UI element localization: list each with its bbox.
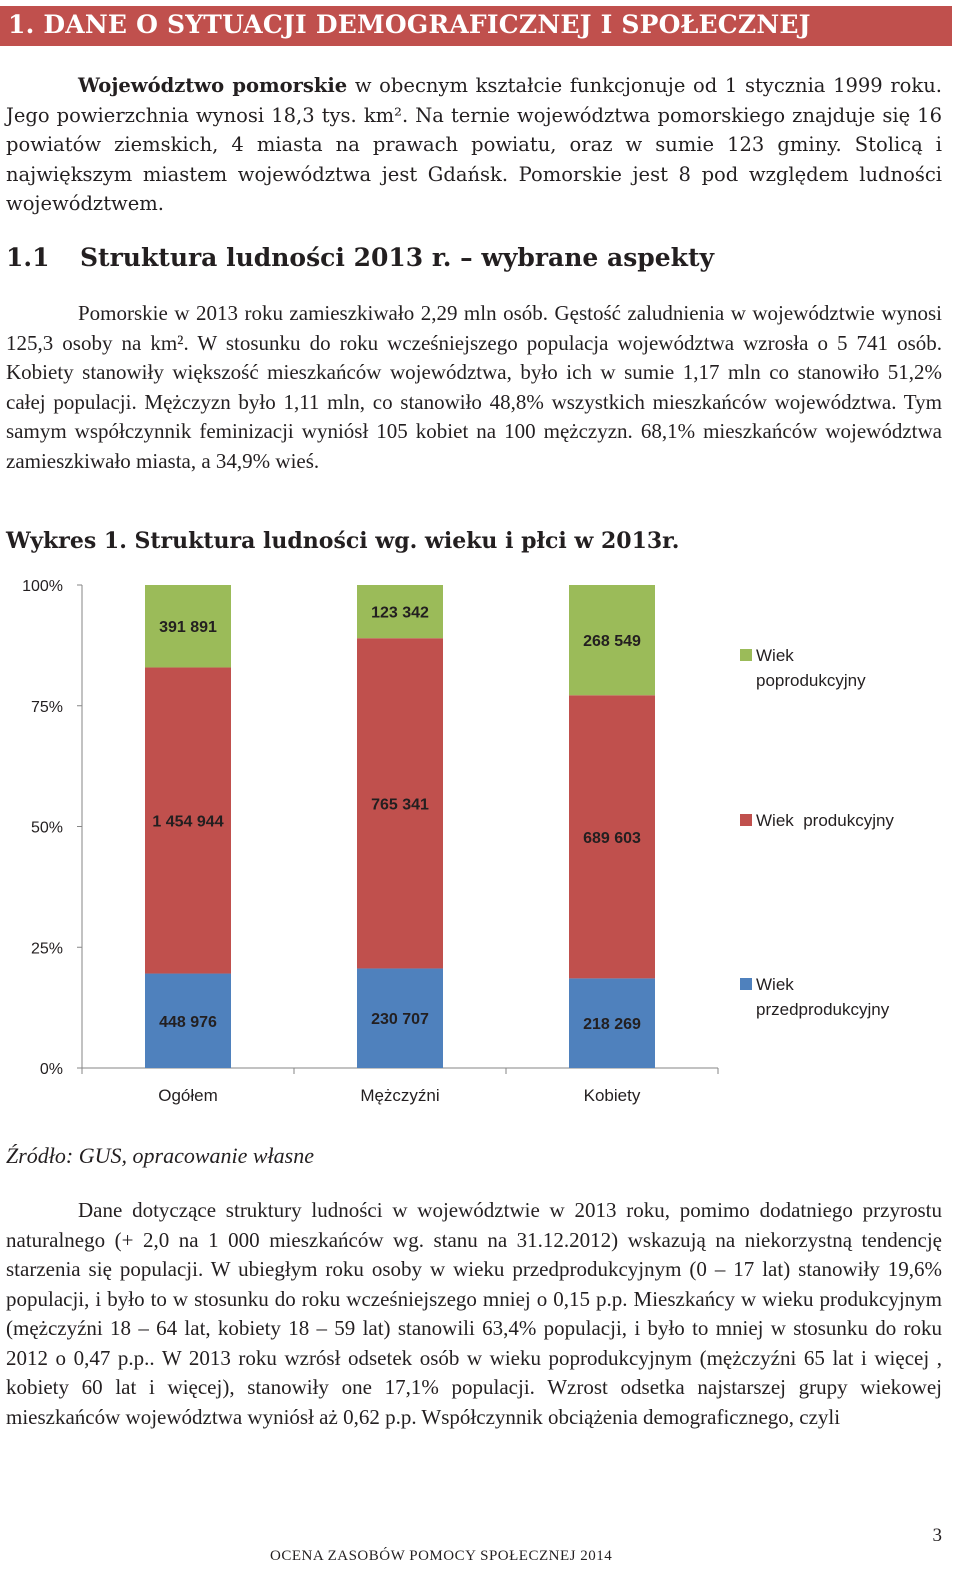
data-label: 391 891: [159, 619, 217, 636]
data-label: 689 603: [583, 830, 641, 847]
intro-paragraph: Województwo pomorskie w obecnym kształci…: [6, 71, 942, 219]
y-tick-label: 100%: [22, 578, 63, 595]
data-label: 765 341: [371, 796, 429, 813]
population-structure-chart: 0% 25% 50% 75% 100% 448 976 1 454 944 391 891 Og…: [22, 578, 894, 1105]
data-label: 448 976: [159, 1014, 217, 1031]
legend-swatch: [740, 978, 752, 990]
bar-segment: [569, 585, 655, 696]
y-tick-label: 75%: [31, 699, 63, 716]
chapter-title: 1. DANE O SYTUACJI DEMOGRAFICZNEJ I SPOŁ…: [8, 10, 811, 39]
data-label: 268 549: [583, 633, 641, 650]
intro-bold-lead: Województwo pomorskie: [78, 74, 348, 97]
intro-text: w obecnym kształcie funkcjonuje od 1 sty…: [6, 74, 942, 215]
y-tick-label: 0%: [40, 1061, 63, 1078]
legend-swatch: [740, 649, 752, 661]
section-number: 1.1: [6, 243, 50, 272]
bar-segment: [145, 667, 231, 974]
figure-title: Wykres 1. Struktura ludności wg. wieku i…: [6, 528, 680, 554]
data-label: 123 342: [371, 605, 429, 622]
y-tick-label: 50%: [31, 820, 63, 837]
category-label: Kobiety: [584, 1086, 641, 1105]
section-title: Struktura ludności 2013 r. – wybrane asp…: [80, 243, 715, 272]
legend-label: Wiek produkcyjny: [756, 811, 894, 830]
bar-segment: [569, 978, 655, 1068]
data-label: 230 707: [371, 1011, 429, 1028]
closing-paragraph: Dane dotyczące struktury ludności w woje…: [6, 1196, 942, 1432]
page-number: 3: [932, 1525, 943, 1546]
bar-segment: [145, 585, 231, 668]
legend-label: poprodukcyjny: [756, 671, 866, 690]
closing-text: Dane dotyczące struktury ludności w woje…: [6, 1198, 942, 1429]
bar-segment: [357, 968, 443, 1068]
section-header-bar: 1. DANE O SYTUACJI DEMOGRAFICZNEJ I SPOŁ…: [0, 6, 952, 46]
section-text: Pomorskie w 2013 roku zamieszkiwało 2,29…: [6, 301, 942, 473]
category-label: Mężczyźni: [360, 1086, 439, 1105]
y-tick-label: 25%: [31, 940, 63, 957]
section-paragraph: Pomorskie w 2013 roku zamieszkiwało 2,29…: [6, 299, 942, 476]
bar-segment: [357, 638, 443, 969]
category-label: Ogółem: [158, 1086, 218, 1105]
bar-segment: [145, 973, 231, 1068]
legend-swatch: [740, 814, 752, 826]
bar-segment: [569, 695, 655, 979]
legend-label: Wiek: [756, 975, 794, 994]
legend-label: przedprodukcyjny: [756, 1000, 890, 1019]
page-footer: OCENA ZASOBÓW POMOCY SPOŁECZNEJ 2014: [270, 1548, 613, 1564]
data-label: 218 269: [583, 1016, 641, 1033]
legend-label: Wiek: [756, 646, 794, 665]
figure-source: Źródło: GUS, opracowanie własne: [6, 1143, 314, 1168]
data-label: 1 454 944: [152, 813, 223, 830]
bar-segment: [357, 585, 443, 639]
